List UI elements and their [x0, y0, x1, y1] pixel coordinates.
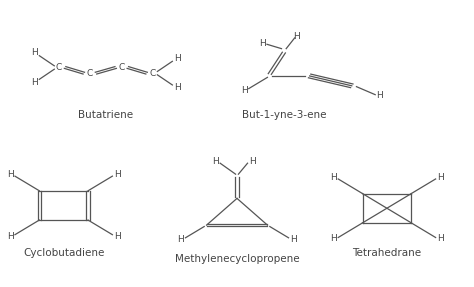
Text: H: H	[177, 235, 184, 244]
Text: H: H	[7, 232, 14, 241]
Text: H: H	[7, 170, 14, 179]
Text: H: H	[114, 170, 120, 179]
Text: H: H	[330, 234, 337, 243]
Text: H: H	[249, 157, 255, 166]
Text: H: H	[31, 49, 37, 57]
Text: C: C	[87, 69, 93, 78]
Text: C: C	[118, 63, 125, 72]
Text: H: H	[437, 173, 444, 182]
Text: But-1-yne-3-ene: But-1-yne-3-ene	[242, 110, 326, 120]
Text: H: H	[259, 39, 265, 48]
Text: H: H	[241, 86, 247, 94]
Text: H: H	[31, 78, 37, 87]
Text: H: H	[114, 232, 120, 241]
Text: H: H	[437, 234, 444, 243]
Text: Tetrahedrane: Tetrahedrane	[352, 248, 421, 258]
Text: H: H	[212, 157, 219, 166]
Text: C: C	[150, 69, 156, 78]
Text: H: H	[376, 91, 383, 100]
Text: C: C	[56, 63, 62, 72]
Text: H: H	[174, 83, 181, 92]
Text: H: H	[174, 54, 181, 63]
Text: H: H	[293, 32, 301, 41]
Text: H: H	[290, 235, 297, 244]
Text: Cyclobutadiene: Cyclobutadiene	[23, 248, 104, 258]
Text: Butatriene: Butatriene	[78, 110, 133, 120]
Text: H: H	[330, 173, 337, 182]
Text: Methylenecyclopropene: Methylenecyclopropene	[175, 254, 299, 264]
